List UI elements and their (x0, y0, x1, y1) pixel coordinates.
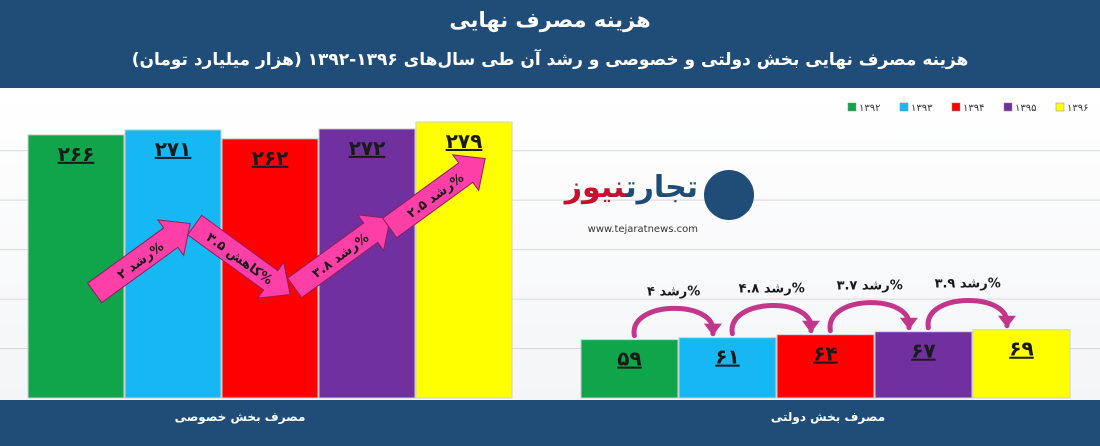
growth-label-public-2: رشد ۳.۷% (837, 279, 903, 294)
growth-curve-head-public-0 (703, 323, 722, 336)
data-label-private-1394: ۲۶۲ (252, 146, 289, 170)
chart-subtitle: هزینه مصرف نهایی بخش دولتی و خصوصی و رشد… (131, 50, 969, 70)
logo-brand-accent: نیوز (564, 170, 626, 205)
growth-arrow-shape (381, 154, 486, 239)
growth-curve-head-public-1 (801, 320, 820, 333)
growth-label-public-1: رشد ۴.۸% (739, 282, 805, 297)
logo-globe-icon (704, 170, 754, 220)
legend-label-1393: ۱۳۹۳ (911, 103, 933, 114)
data-label-public-1395: ۶۷ (911, 339, 935, 363)
data-label-private-1393: ۲۷۱ (155, 137, 192, 161)
growth-curve-public-1 (729, 303, 814, 337)
growth-curve-head-public-3 (997, 315, 1016, 328)
category-label-public: مصرف بخش دولتی (770, 410, 886, 424)
category-axis-bar: مصرف بخش خصوصی مصرف بخش دولتی (0, 400, 1100, 446)
legend-label-1394: ۱۳۹۴ (963, 103, 984, 114)
data-label-private-1395: ۲۷۲ (349, 136, 386, 160)
growth-label-public-0: رشد ۴% (647, 285, 700, 300)
header-bar: هزینه مصرف نهایی هزینه مصرف نهایی بخش دو… (0, 0, 1100, 88)
legend-swatch-1396 (1055, 102, 1065, 112)
tejaratnews-logo: تجارتنیوز www.tejaratnews.com (558, 166, 754, 246)
growth-curve-public-3 (925, 298, 1010, 331)
bar-public-1395 (874, 331, 973, 399)
legend-swatch-1395 (1003, 102, 1013, 112)
legend-label-1392: ۱۳۹۲ (859, 103, 880, 114)
data-label-public-1396: ۶۹ (1009, 337, 1033, 361)
data-label-private-1396: ۲۷۹ (446, 129, 483, 153)
growth-curve-public-2 (827, 300, 912, 334)
legend-swatch-1393 (899, 102, 909, 112)
logo-brand: تجارتنیوز (558, 170, 698, 205)
legend-label-1396: ۱۳۹۶ (1067, 103, 1088, 114)
bar-public-1396 (972, 329, 1071, 399)
data-label-public-1394: ۶۴ (813, 342, 837, 366)
bar-public-1394 (776, 334, 875, 399)
bar-private-1392 (27, 134, 125, 399)
growth-label-public-3: رشد ۳.۹% (935, 277, 1001, 292)
data-label-public-1392: ۵۹ (617, 347, 641, 371)
growth-arrow-shape (286, 214, 391, 299)
growth-curve-head-public-2 (899, 317, 918, 330)
bar-public-1392 (580, 339, 679, 399)
bar-public-1393 (678, 337, 777, 399)
logo-brand-main: تجارت (625, 170, 698, 205)
legend-label-1395: ۱۳۹۵ (1015, 103, 1036, 114)
legend-swatch-1394 (951, 102, 961, 112)
growth-arrow-shape (86, 219, 191, 304)
growth-curve-public-0 (631, 306, 716, 339)
chart-title: هزینه مصرف نهایی (449, 8, 651, 32)
legend-swatch-1392 (847, 102, 857, 112)
category-label-private: مصرف بخش خصوصی (174, 410, 306, 424)
logo-url: www.tejaratnews.com (587, 224, 698, 235)
growth-arrow-shape (186, 214, 291, 299)
data-label-public-1393: ۶۱ (715, 345, 739, 369)
data-label-private-1392: ۲۶۶ (58, 142, 95, 166)
